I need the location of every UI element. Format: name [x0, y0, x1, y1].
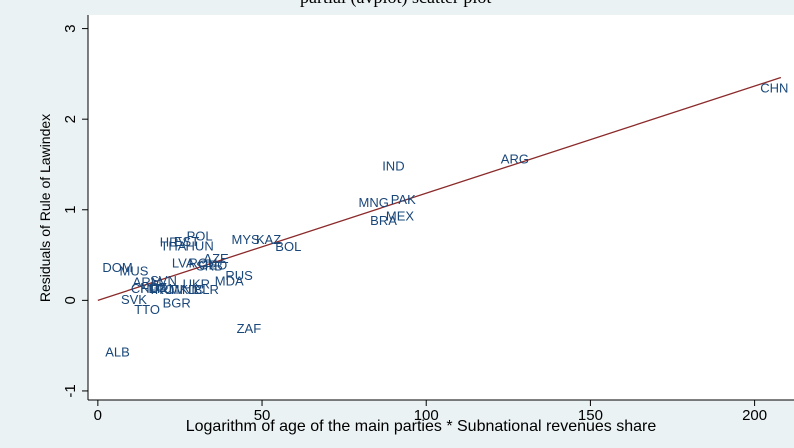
- point-label-ltu: LTU: [148, 281, 172, 296]
- x-axis-label: Logarithm of age of the main parties * S…: [186, 418, 657, 435]
- point-label-chl: CHL: [131, 281, 157, 296]
- point-label-dom: DOM: [102, 260, 132, 275]
- y-axis-label: Residuals of Rule of Lawindex: [37, 114, 53, 302]
- point-label-kgz: KGZ: [140, 280, 167, 295]
- point-label-mng: MNG: [359, 195, 389, 210]
- y-tick-label: 1: [62, 206, 79, 214]
- point-label-mus: MUS: [120, 264, 149, 279]
- point-label-mda: MDA: [215, 274, 244, 289]
- point-label-ind: IND: [382, 159, 404, 174]
- point-label-chn: CHN: [760, 81, 788, 96]
- fitted-line: [97, 76, 782, 301]
- y-tick-label: 3: [62, 24, 79, 32]
- point-label-aze: AZE: [203, 251, 229, 266]
- point-label-nic: NIC: [182, 282, 204, 297]
- point-label-ukr: UKR: [183, 276, 210, 291]
- point-label-pak: PAK: [391, 192, 416, 207]
- x-tick-label: 100: [414, 407, 439, 424]
- point-label-mex: MEX: [386, 208, 415, 223]
- point-label-rou: ROU: [188, 256, 217, 271]
- point-label-arm: ARM: [133, 275, 162, 290]
- y-tick-label: -1: [62, 384, 79, 397]
- point-label-srb: SRB: [196, 258, 223, 273]
- point-label-tha: THA: [160, 238, 186, 253]
- x-tick-label: 150: [578, 407, 603, 424]
- point-label-alb: ALB: [105, 344, 130, 359]
- point-label-hun: HUN: [186, 238, 214, 253]
- point-label-bol: BOL: [275, 239, 301, 254]
- point-label-geo: GEO: [198, 257, 227, 272]
- x-tick-label: 0: [94, 407, 102, 424]
- point-label-bra: BRA: [370, 213, 397, 228]
- y-tick-label: 0: [62, 296, 79, 304]
- point-label-est: EST: [174, 234, 199, 249]
- point-label-blr: BLR: [194, 282, 219, 297]
- point-label-arg: ARG: [501, 151, 529, 166]
- point-label-lva: LVA: [172, 256, 195, 271]
- plot-area: [88, 15, 794, 400]
- point-label-kaz: KAZ: [256, 232, 281, 247]
- point-label-svk: SVK: [121, 292, 147, 307]
- point-label-rus: RUS: [225, 268, 253, 283]
- point-label-zaf: ZAF: [237, 321, 262, 336]
- point-label-hrv: HRV: [160, 235, 188, 250]
- chart-title: partial (avplot) scatter plot: [300, 0, 491, 8]
- point-label-bgr: BGR: [163, 295, 191, 310]
- point-label-rom: ROM: [155, 282, 185, 297]
- x-tick-label: 50: [254, 407, 271, 424]
- point-label-mkd: MKD: [169, 282, 198, 297]
- point-label-tto: TTO: [134, 302, 160, 317]
- point-label-mys: MYS: [232, 232, 261, 247]
- y-tick-label: 2: [62, 115, 79, 123]
- point-label-prt: PRT: [151, 282, 177, 297]
- point-label-svn: SVN: [150, 273, 177, 288]
- x-tick-label: 200: [742, 407, 767, 424]
- point-label-pol: POL: [187, 228, 213, 243]
